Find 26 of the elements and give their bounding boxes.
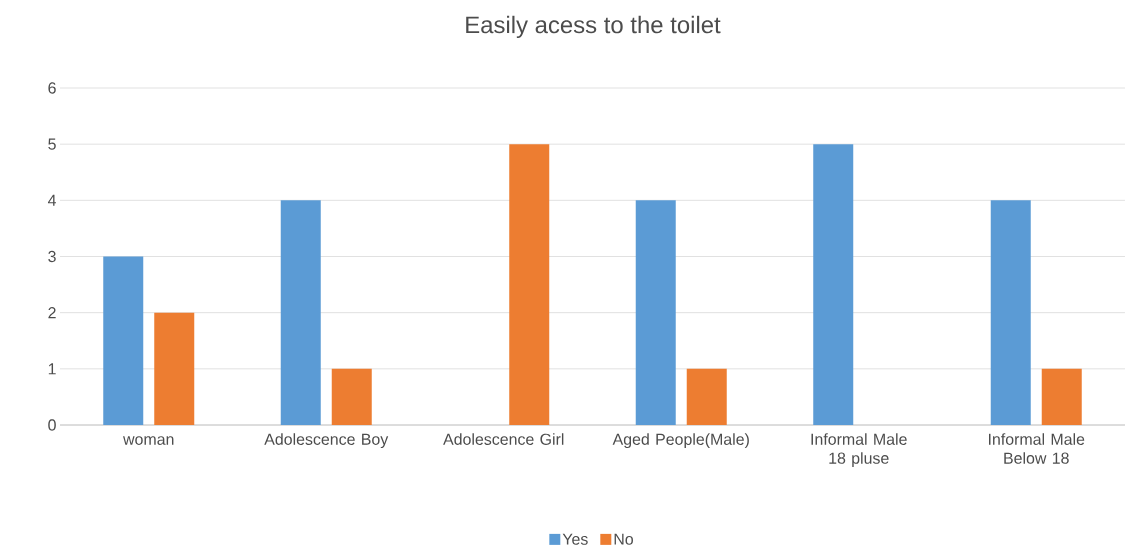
x-tick-label: Informal Male Below 18 [988,433,1085,464]
bar [103,256,144,425]
y-tick-label: 5 [48,138,56,150]
legend-label: No [614,533,633,545]
y-tick-label: 2 [48,307,56,319]
bar [331,368,372,425]
y-tick-label: 4 [47,194,57,206]
x-tick-label: woman [123,436,174,445]
x-tick-label: Adolescence Girl [443,433,564,445]
bar [686,368,727,425]
y-tick-label: 3 [48,250,56,263]
y-tick-label: 0 [48,419,56,431]
bar [154,312,195,425]
x-tick-label: Aged People(Male) [612,433,749,449]
x-tick-label: Informal Male 18 pluse [811,433,907,468]
y-tick-label: 1 [48,363,56,375]
bar [509,144,550,425]
x-tick-label: Adolescence Boy [264,433,389,449]
bar [280,200,321,425]
y-tick-label: 6 [48,82,56,94]
bar [990,200,1031,425]
bar [813,144,854,425]
bar [1041,368,1082,425]
chart-title: Easily acess to the toilet [466,15,721,39]
bar [635,200,676,425]
legend-label: Yes [562,533,588,545]
